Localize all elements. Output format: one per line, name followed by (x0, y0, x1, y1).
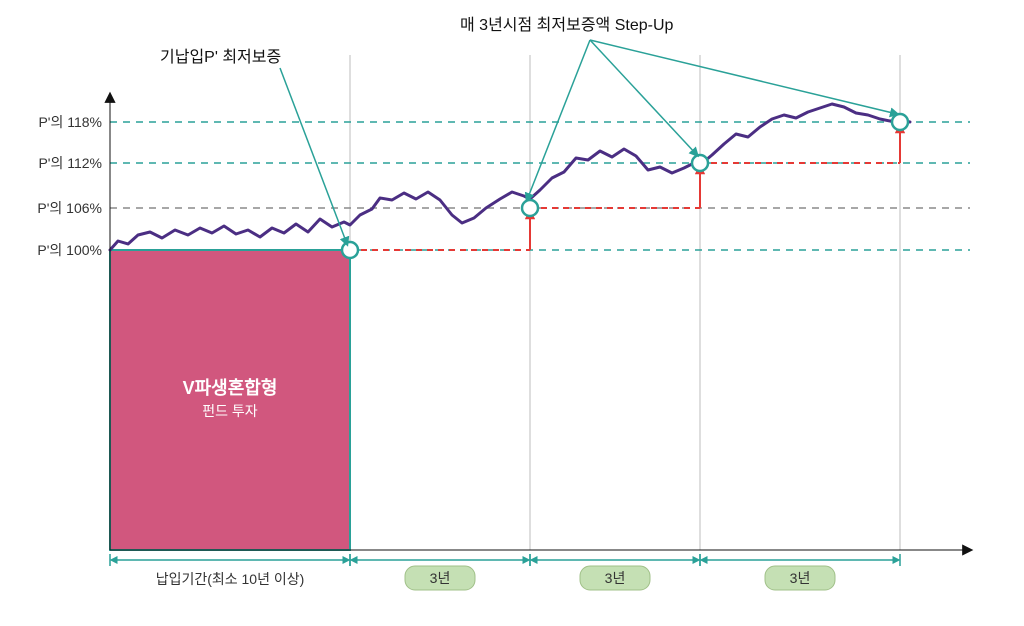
stepup-marker-0 (342, 242, 358, 258)
bracket-p2: 3년 (530, 554, 700, 590)
stepup-marker-1 (522, 200, 538, 216)
chart-svg: P'의 100% P'의 106% P'의 112% P'의 118% V파생혼합형펀드… (0, 0, 1024, 626)
stepup-marker-3 (892, 114, 908, 130)
stepup-chart: P'의 100% P'의 106% P'의 112% P'의 118% V파생혼합형펀드… (0, 0, 1024, 626)
fund-box (110, 250, 350, 550)
fundbox-subtitle: 펀드 투자 (202, 403, 258, 419)
fund-value-curve (110, 104, 910, 250)
leader-right-2 (590, 40, 897, 114)
bracket-p3-label: 3년 (790, 570, 811, 586)
leader-left (280, 68, 347, 244)
annotation-right: 매 3년시점 최저보증액 Step-Up (460, 16, 674, 34)
y-label-100: P'의 100% (37, 242, 102, 258)
y-label-106: P'의 106% (37, 200, 102, 216)
fundbox-title: V파생혼합형 (183, 377, 278, 398)
stepup-marker-2 (692, 155, 708, 171)
bracket-p2-label: 3년 (605, 570, 626, 586)
y-label-118: P'의 118% (38, 114, 102, 130)
bracket-p3: 3년 (700, 554, 900, 590)
leader-right-1 (590, 40, 697, 155)
y-label-112: P'의 112% (38, 155, 102, 171)
bracket-payment: 납입기간(최소 10년 이상) (110, 554, 350, 587)
bracket-p1-label: 3년 (430, 570, 451, 586)
annotation-left: 기납입P' 최저보증 (160, 48, 281, 66)
bracket-payment-label: 납입기간(최소 10년 이상) (156, 571, 305, 587)
bracket-p1: 3년 (350, 554, 530, 590)
